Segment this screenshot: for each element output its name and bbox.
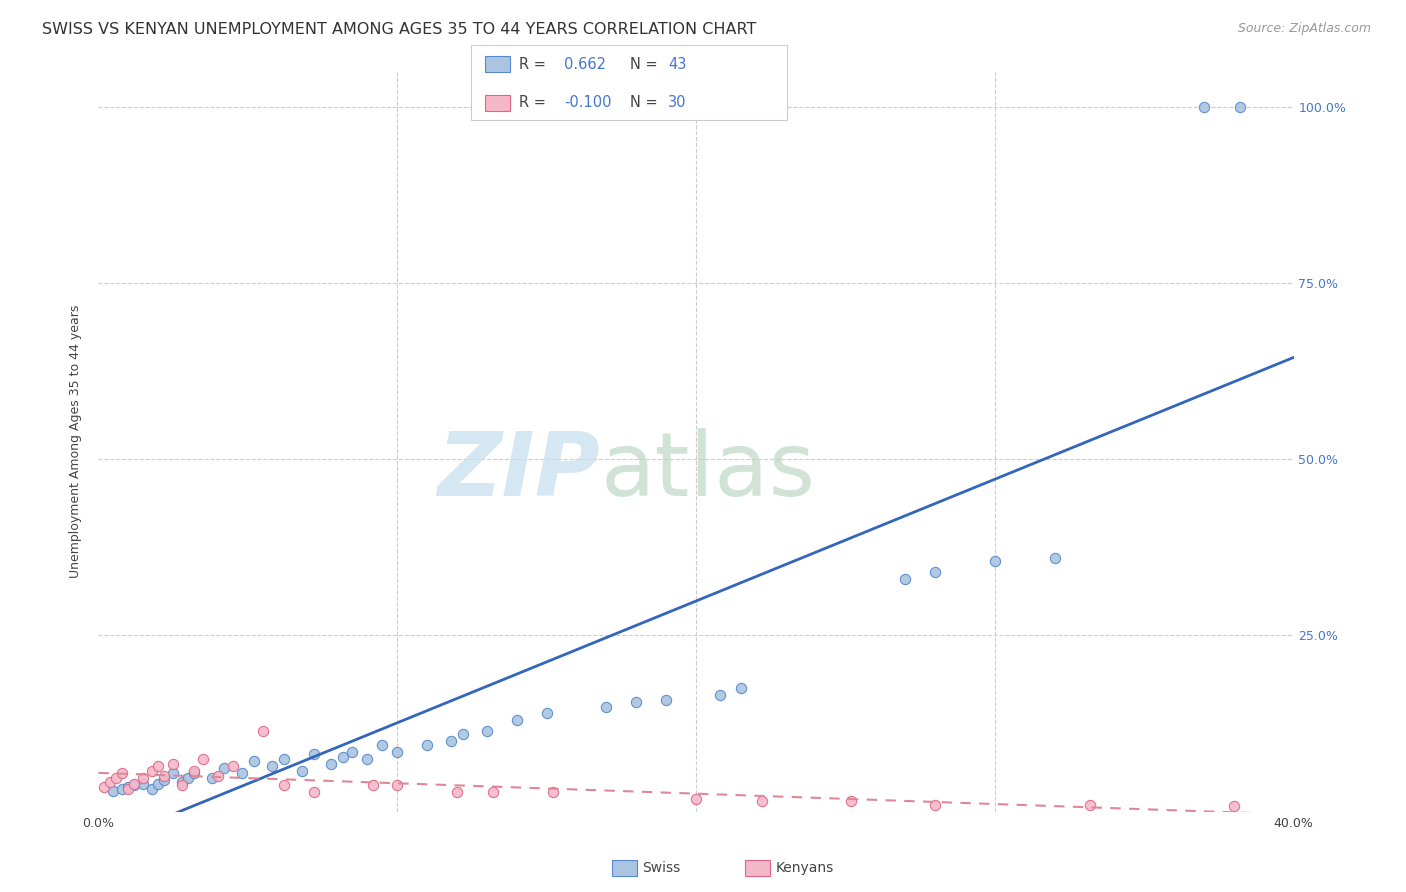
Point <box>124 776 146 790</box>
Point <box>730 681 752 696</box>
Point <box>111 782 134 797</box>
Point <box>363 778 385 792</box>
Point <box>321 756 343 771</box>
Point <box>273 778 295 792</box>
Point <box>141 764 163 778</box>
Point <box>162 756 184 771</box>
Point <box>1043 550 1066 565</box>
Point <box>162 766 184 780</box>
Point <box>924 797 946 812</box>
Point <box>111 766 134 780</box>
Point <box>709 689 731 703</box>
Point <box>148 759 170 773</box>
Point <box>536 706 558 720</box>
Text: N =: N = <box>630 95 658 110</box>
Text: Swiss: Swiss <box>643 861 681 875</box>
Point <box>1080 797 1102 812</box>
Point <box>541 785 564 799</box>
Point <box>117 782 139 797</box>
Text: Source: ZipAtlas.com: Source: ZipAtlas.com <box>1237 22 1371 36</box>
Point <box>385 778 409 792</box>
Point <box>105 771 128 785</box>
Text: SWISS VS KENYAN UNEMPLOYMENT AMONG AGES 35 TO 44 YEARS CORRELATION CHART: SWISS VS KENYAN UNEMPLOYMENT AMONG AGES … <box>42 22 756 37</box>
Text: 30: 30 <box>668 95 686 110</box>
Point <box>332 749 354 764</box>
Point <box>291 764 314 778</box>
Point <box>451 727 474 741</box>
Point <box>177 771 200 785</box>
Point <box>207 769 229 783</box>
Point <box>93 780 115 794</box>
Point <box>252 723 274 738</box>
Point <box>924 565 946 579</box>
Point <box>984 554 1007 568</box>
Text: ZIP: ZIP <box>437 427 600 515</box>
Point <box>302 785 325 799</box>
Point <box>446 785 468 799</box>
Point <box>385 745 409 759</box>
Text: atlas: atlas <box>600 427 815 515</box>
Point <box>222 759 245 773</box>
Text: R =: R = <box>519 57 546 71</box>
Text: R =: R = <box>519 95 546 110</box>
Point <box>191 752 214 766</box>
Point <box>506 713 529 727</box>
Point <box>212 761 235 775</box>
Y-axis label: Unemployment Among Ages 35 to 44 years: Unemployment Among Ages 35 to 44 years <box>69 305 83 578</box>
Point <box>124 778 146 792</box>
Point <box>841 794 863 808</box>
Point <box>371 738 394 752</box>
Point <box>894 572 917 586</box>
Point <box>153 772 176 787</box>
Point <box>416 738 439 752</box>
Point <box>260 759 283 773</box>
Point <box>1229 100 1251 114</box>
Text: N =: N = <box>630 57 658 71</box>
Point <box>342 745 364 759</box>
Point <box>1223 799 1246 814</box>
Point <box>231 766 253 780</box>
Point <box>655 693 678 707</box>
Point <box>302 747 325 761</box>
Point <box>273 752 295 766</box>
Point <box>201 771 224 785</box>
Point <box>172 775 194 789</box>
Text: Kenyans: Kenyans <box>776 861 834 875</box>
Point <box>100 775 122 789</box>
Point <box>148 776 170 790</box>
Point <box>481 785 505 799</box>
Point <box>141 782 163 797</box>
Point <box>685 792 707 806</box>
Point <box>132 771 155 785</box>
Text: -0.100: -0.100 <box>564 95 612 110</box>
Point <box>475 723 498 738</box>
Point <box>172 778 194 792</box>
Text: 43: 43 <box>668 57 686 71</box>
Point <box>132 776 155 790</box>
Point <box>626 695 648 709</box>
Point <box>1192 100 1215 114</box>
Point <box>117 780 139 794</box>
Text: 0.662: 0.662 <box>564 57 606 71</box>
Point <box>595 700 617 714</box>
Point <box>440 734 463 748</box>
Point <box>153 769 176 783</box>
Point <box>243 754 266 768</box>
Point <box>183 764 205 778</box>
Point <box>356 752 378 766</box>
Point <box>183 766 205 780</box>
Point <box>103 783 125 797</box>
Point <box>751 794 773 808</box>
